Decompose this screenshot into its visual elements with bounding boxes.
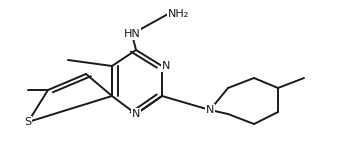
Text: N: N bbox=[162, 61, 170, 71]
Text: NH₂: NH₂ bbox=[168, 9, 189, 19]
Text: N: N bbox=[132, 109, 140, 119]
Text: S: S bbox=[25, 117, 32, 127]
Text: HN: HN bbox=[124, 29, 140, 39]
Text: N: N bbox=[206, 105, 214, 115]
